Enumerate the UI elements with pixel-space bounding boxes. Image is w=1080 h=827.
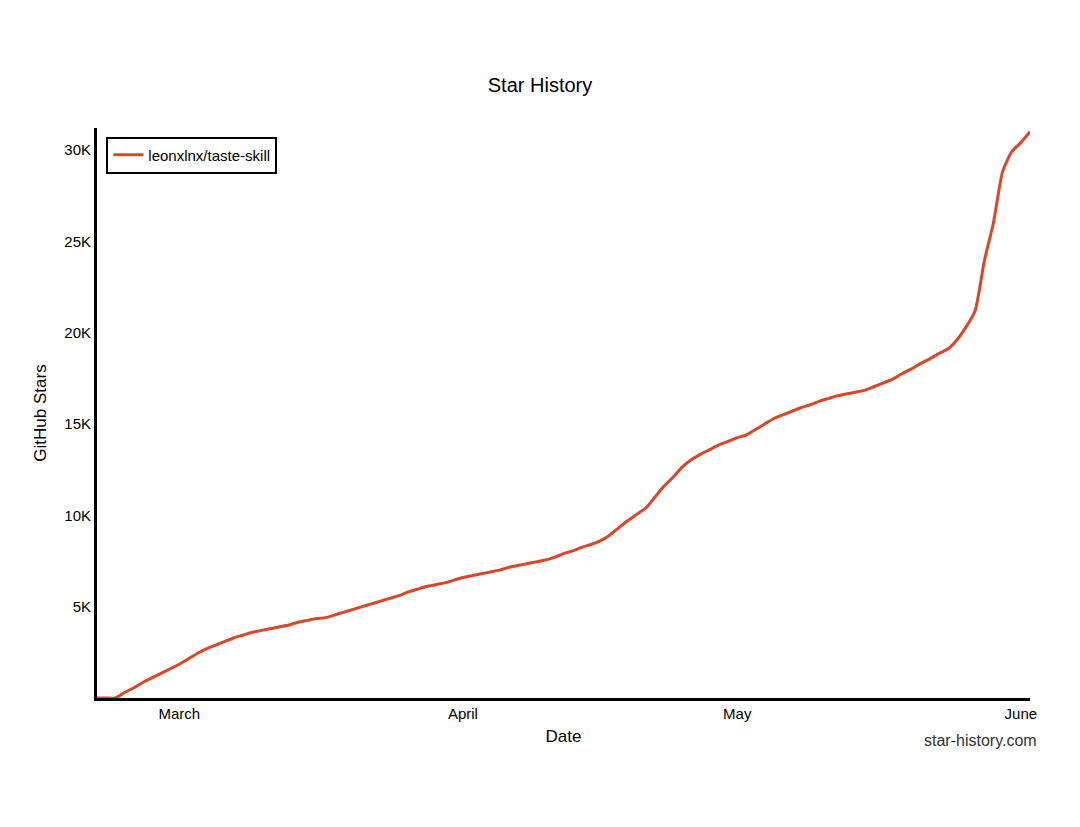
svg-text:10K: 10K — [64, 507, 91, 524]
svg-text:Star History: Star History — [488, 74, 592, 96]
svg-text:Date: Date — [546, 727, 582, 746]
svg-text:May: May — [723, 705, 752, 722]
svg-text:5K: 5K — [73, 598, 91, 615]
svg-text:leonxlnx/taste-skill: leonxlnx/taste-skill — [148, 147, 270, 164]
svg-text:15K: 15K — [64, 415, 91, 432]
svg-text:GitHub Stars: GitHub Stars — [31, 364, 50, 461]
svg-text:March: March — [158, 705, 200, 722]
svg-text:June: June — [1005, 705, 1038, 722]
svg-text:25K: 25K — [64, 233, 91, 250]
svg-text:20K: 20K — [64, 324, 91, 341]
svg-text:star-history.com: star-history.com — [924, 732, 1037, 749]
svg-text:30K: 30K — [64, 141, 91, 158]
svg-text:April: April — [448, 705, 478, 722]
